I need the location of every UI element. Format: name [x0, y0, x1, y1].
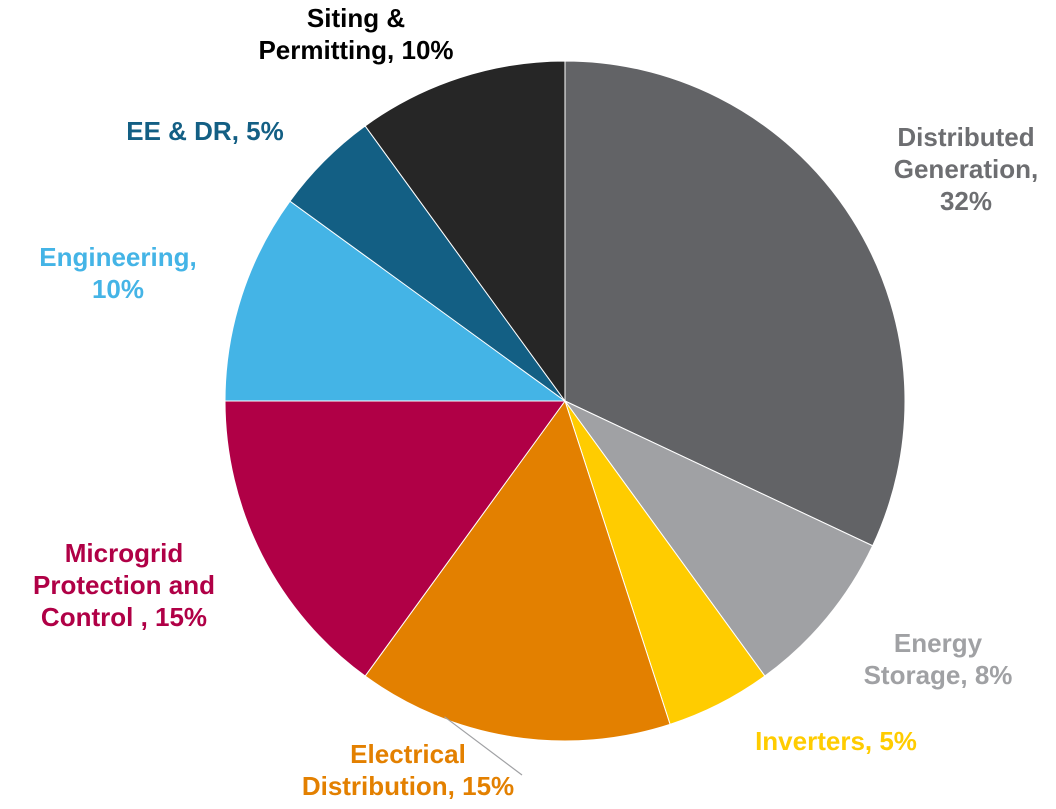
slice-label-line: Microgrid	[65, 538, 183, 568]
leader-lines	[444, 716, 523, 776]
slice-label-line: Distribution, 15%	[302, 771, 514, 801]
slice-label-siting-and-permitting: Siting & Permitting, 10%	[258, 3, 453, 65]
pie-slice-engineering	[224, 200, 567, 402]
pie-slice-distributed-generation	[564, 60, 906, 547]
slice-label-inverters: Inverters, 5%	[755, 726, 917, 756]
slice-label-ee-and-dr: EE & DR, 5%	[126, 116, 284, 146]
slice-label-line: Siting &	[307, 3, 405, 33]
slice-label-line: Distributed	[897, 122, 1034, 152]
slice-label-line: Control , 15%	[41, 602, 207, 632]
leader-line-electrical-distribution	[444, 716, 523, 776]
pie-slice-microgrid-protection-and-control	[224, 400, 566, 677]
slice-label-line: Engineering,	[39, 242, 196, 272]
pie-slice-electrical-distribution	[364, 399, 671, 742]
slice-label-electrical-distribution: Electrical Distribution, 15%	[302, 739, 514, 801]
slice-label-line: Inverters, 5%	[755, 726, 917, 756]
slice-label-line: Storage, 8%	[864, 660, 1013, 690]
slice-label-line: Electrical	[350, 739, 466, 769]
slice-label-line: 32%	[940, 186, 992, 216]
slice-label-line: Protection and	[33, 570, 215, 600]
slice-label-energy-storage: Energy Storage, 8%	[864, 628, 1013, 690]
slice-label-line: EE & DR, 5%	[126, 116, 284, 146]
slice-label-line: Generation,	[894, 154, 1038, 184]
slice-labels: Distributed Generation, 32% Energy Storage, …	[33, 3, 1038, 801]
pie-slice-siting-and-permitting	[364, 60, 566, 403]
pie-slices	[224, 60, 906, 742]
slice-label-line: Permitting, 10%	[258, 35, 453, 65]
pie-slice-energy-storage	[564, 400, 874, 677]
slice-label-microgrid-protection-and-control: Microgrid Protection and Control , 15%	[33, 538, 215, 632]
slice-label-line: Energy	[894, 628, 983, 658]
slice-label-distributed-generation: Distributed Generation, 32%	[894, 122, 1038, 216]
slice-label-line: 10%	[92, 274, 144, 304]
slice-label-engineering: Engineering, 10%	[39, 242, 196, 304]
